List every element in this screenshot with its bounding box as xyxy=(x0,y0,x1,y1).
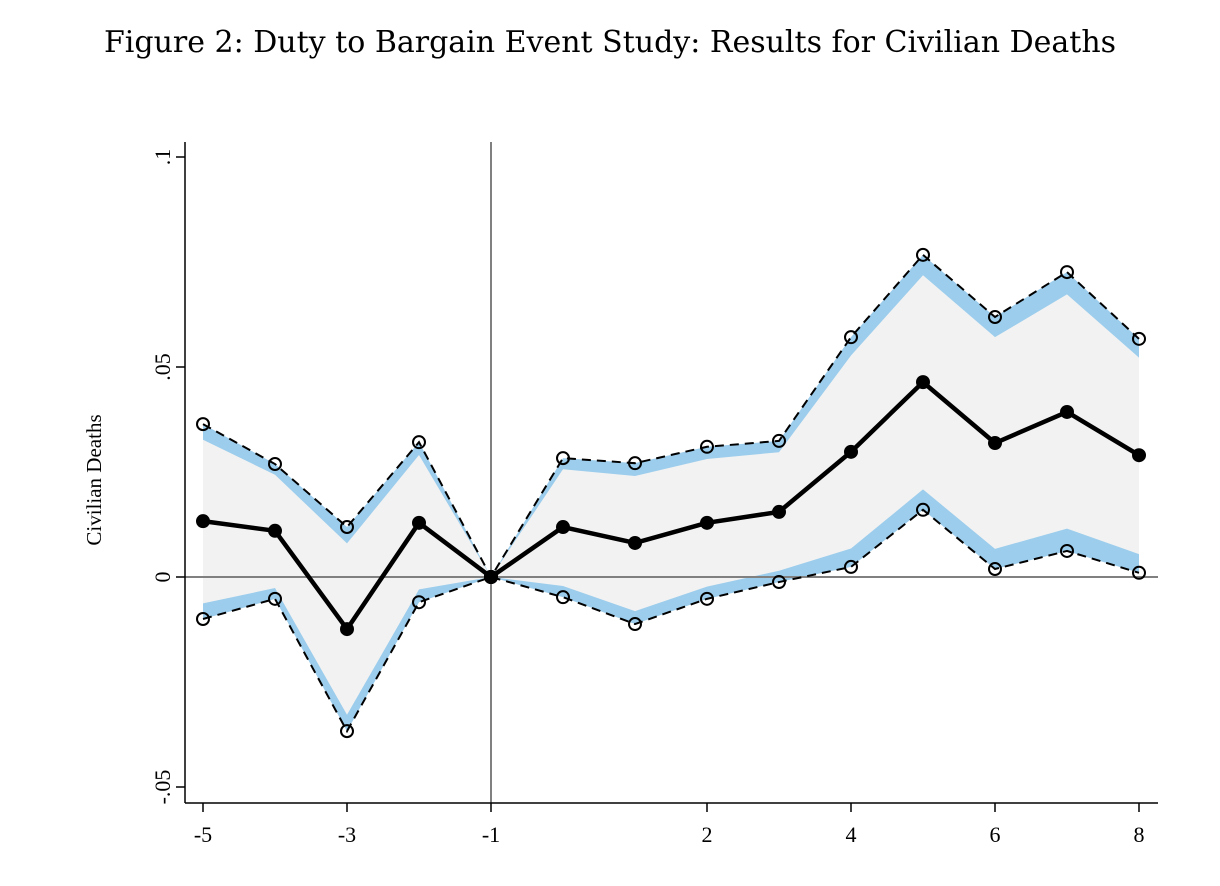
lower-ci-point xyxy=(772,575,786,590)
y-tick-label: .05 xyxy=(150,353,175,381)
estimate-point xyxy=(700,515,714,530)
estimate-point xyxy=(268,523,282,538)
estimate-point xyxy=(772,504,786,519)
lower-ci-point xyxy=(556,590,570,605)
x-tick-label: 8 xyxy=(1134,822,1145,847)
estimate-line xyxy=(202,379,1141,632)
estimate-point xyxy=(412,515,426,530)
lower-ci-point xyxy=(268,591,282,606)
upper-ci-point xyxy=(772,433,786,448)
x-tick-label: 6 xyxy=(990,822,1001,847)
lower-ci-point xyxy=(916,502,930,517)
lower-ci-point xyxy=(1132,565,1146,580)
y-tick-label: .1 xyxy=(150,149,175,166)
lower-ci-point xyxy=(196,612,210,626)
upper-ci-line xyxy=(202,253,1140,580)
estimate-point xyxy=(628,535,642,550)
upper-ci-point xyxy=(700,439,714,454)
upper-band-edge xyxy=(203,254,1139,578)
x-tick-label: -1 xyxy=(482,822,500,847)
upper-ci-point xyxy=(1132,331,1146,346)
lower-ci-line xyxy=(202,508,1140,734)
lower-ci-point xyxy=(340,724,354,739)
upper-ci-point xyxy=(340,520,354,535)
upper-ci-point xyxy=(412,435,426,450)
upper-ci-point xyxy=(988,310,1002,325)
lower-ci-point xyxy=(844,559,858,574)
upper-ci-point xyxy=(1060,265,1074,280)
estimate-point xyxy=(556,520,570,535)
y-tick-label: 0 xyxy=(150,572,175,583)
y-tick-label: -.05 xyxy=(150,770,175,805)
x-tick-label: -3 xyxy=(338,822,356,847)
x-tick-label: 2 xyxy=(702,822,713,847)
upper-ci-point xyxy=(196,417,210,432)
lower-ci-point xyxy=(700,591,714,606)
upper-ci-point xyxy=(916,247,930,262)
estimate-point xyxy=(1132,448,1146,463)
lower-ci-point xyxy=(1060,543,1074,558)
y-axis-label: Civilian Deaths xyxy=(82,414,106,545)
chart-title: Figure 2: Duty to Bargain Event Study: R… xyxy=(104,25,1116,60)
confidence-band xyxy=(203,254,1139,732)
lower-ci-point xyxy=(628,617,642,632)
lower-ci-point xyxy=(412,595,426,610)
upper-ci-point xyxy=(268,457,282,472)
lower-ci-point xyxy=(988,562,1002,577)
upper-ci-point xyxy=(556,451,570,466)
x-tick-label: -5 xyxy=(194,822,212,847)
estimate-point xyxy=(844,444,858,459)
estimate-point xyxy=(916,375,930,390)
estimate-point xyxy=(988,436,1002,451)
estimate-point xyxy=(196,514,210,529)
upper-ci-point xyxy=(844,330,858,345)
x-tick-label: 4 xyxy=(846,822,857,847)
estimate-point xyxy=(484,570,498,584)
estimate-point xyxy=(1060,404,1074,419)
lower-band-edge xyxy=(203,489,1139,732)
upper-ci-point xyxy=(628,456,642,471)
estimate-point xyxy=(340,622,354,637)
